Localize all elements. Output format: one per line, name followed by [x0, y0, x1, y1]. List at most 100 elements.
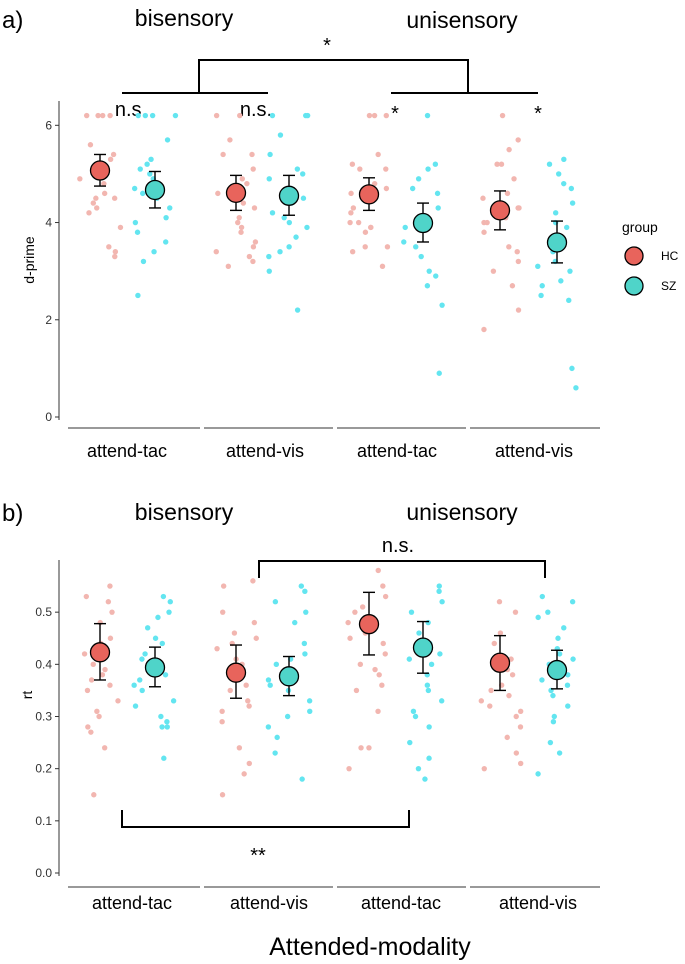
- panel-a-hc-point: [94, 205, 100, 211]
- panel-a-xcat-3: attend-tac: [357, 441, 437, 461]
- panel-a-hc-point: [371, 112, 378, 119]
- panel-a-sz-point: [555, 171, 562, 177]
- panel-b-hc-point: [250, 578, 256, 584]
- panel-b-hc-point: [90, 661, 96, 668]
- panel-a-sz-point: [535, 263, 541, 269]
- panel-a-sz-point: [439, 302, 445, 308]
- panel-b-sz-point: [545, 609, 551, 615]
- panel-a-sz-point: [304, 224, 310, 231]
- panel-a-plot: 0 2 4 6: [45, 101, 579, 424]
- panel-a-sz-point: [149, 112, 156, 119]
- panel-a-sz-point: [140, 258, 147, 265]
- panel-b-sz-point: [422, 776, 428, 782]
- panel-b-brackets: [121, 560, 546, 828]
- panel-a-hc-point: [383, 166, 389, 172]
- panel-b-sz-point: [556, 651, 563, 657]
- panel-b-sz-point: [139, 687, 145, 694]
- panel-b-sz-point: [406, 656, 413, 662]
- panel-a-y-tick-label: 4: [45, 216, 52, 230]
- panel-a-hc-point: [383, 185, 390, 192]
- panel-b-hc-point: [84, 687, 91, 694]
- panel-a-hc-point: [515, 137, 521, 143]
- panel-a-hc-point: [250, 244, 257, 250]
- panel-b-sz-point: [535, 771, 541, 777]
- panel-a-y-tick-label: 0: [45, 410, 52, 424]
- panel-b-hc-point: [375, 567, 381, 574]
- panel-a-hc-point: [515, 258, 522, 265]
- panel-b-sz-point: [539, 677, 545, 683]
- panel-a-hc-point: [227, 137, 233, 143]
- panel-b-sz-point: [412, 713, 419, 720]
- panel-a-sz-point: [172, 112, 179, 119]
- panel-a-sz-point: [135, 292, 141, 299]
- panel-a-sz-point: [144, 161, 150, 167]
- panel-b-sz-point: [564, 682, 571, 688]
- panel-b-hc-point: [219, 719, 225, 725]
- panel-a-top-star: *: [323, 35, 331, 57]
- panel-a-hc-point: [383, 112, 389, 119]
- panel-a-hc-point: [77, 176, 83, 182]
- panel-a-bisensory-label: bisensory: [135, 5, 234, 31]
- panel-a-sz-point: [539, 283, 545, 289]
- panel-b-hc-point: [481, 765, 487, 772]
- panel-a-hc-point: [498, 161, 505, 167]
- panel-b-sz-point: [301, 640, 308, 647]
- panel-b-hc-mean: [225, 662, 247, 683]
- panel-a-hc-mean: [89, 160, 111, 181]
- panel-b-hc-point: [94, 708, 100, 714]
- panel-b-hc-point: [345, 619, 351, 626]
- panel-a-sz-point: [137, 166, 143, 172]
- panel-a-hc-point: [251, 205, 258, 211]
- panel-b-sz-point: [162, 672, 169, 678]
- panel-b-sz-mean: [144, 657, 166, 678]
- panel-b-sz-point: [539, 593, 546, 600]
- panel-a-sz-point: [402, 224, 408, 231]
- panel-a-hc-point: [509, 283, 516, 289]
- panel-b-xcat-4: attend-vis: [499, 893, 577, 913]
- panel-a-hc-point: [117, 224, 124, 231]
- panel-b-hc-point: [102, 666, 108, 673]
- panel-a-ylabel: d-prime: [21, 236, 37, 284]
- panel-a-y-tick-label: 6: [45, 118, 52, 132]
- panel-b-y-tick-label: 0.4: [35, 657, 52, 671]
- panel-a-hc-point: [250, 258, 256, 265]
- panel-b-sz-point: [284, 713, 291, 720]
- panel-b-unisensory-label: unisensory: [406, 499, 518, 525]
- panel-b-hc-point: [513, 750, 520, 756]
- panel-a-hc-point: [348, 190, 354, 197]
- panel-b-bisensory-label: bisensory: [135, 499, 234, 525]
- panel-b-sz-point: [292, 619, 298, 626]
- panel-b-sz-point: [565, 703, 571, 709]
- panel-a-hc-point: [362, 229, 369, 235]
- panel-a-hc-point: [362, 244, 368, 250]
- panel-a-sz-mean: [144, 179, 166, 201]
- panel-b-sz-point: [267, 682, 273, 688]
- panel-b-sz-point: [164, 724, 170, 730]
- panel-b-hc-point: [88, 729, 94, 735]
- panel-a-xcat-2: attend-vis: [226, 441, 304, 461]
- panel-b-sz-point: [415, 765, 422, 772]
- panel-b-hc-point: [497, 630, 504, 636]
- panel-a-hc-point: [215, 190, 221, 197]
- panel-a-hc-point: [506, 244, 512, 250]
- panel-b-hc-point: [346, 765, 352, 772]
- panel-a-hc-point: [494, 161, 500, 167]
- panel-b-y-tick-label: 0.5: [35, 605, 52, 619]
- panel-b-sz-point: [131, 682, 137, 688]
- panel-a-ns-1: n.s.: [115, 99, 147, 121]
- panel-a-hc-point: [106, 244, 112, 250]
- panel-b: b) bisensory unisensory n.s. ** rt 0.00.…: [2, 499, 600, 961]
- panel-a-sz-point: [277, 249, 283, 255]
- panel-b-hc-point: [513, 713, 519, 720]
- panel-b-hc-point: [380, 583, 386, 589]
- panel-a-sz-point: [569, 365, 575, 372]
- panel-b-sz-point: [439, 599, 445, 605]
- panel-a-sz-point: [294, 307, 301, 313]
- panel-a-sz-point: [269, 210, 276, 216]
- panel-b-hc-point: [478, 698, 485, 704]
- panel-a-hc-point: [481, 326, 487, 333]
- legend-sz-marker: [624, 276, 644, 296]
- panel-b-hc-point: [353, 687, 360, 694]
- panel-a-hc-point: [350, 205, 357, 211]
